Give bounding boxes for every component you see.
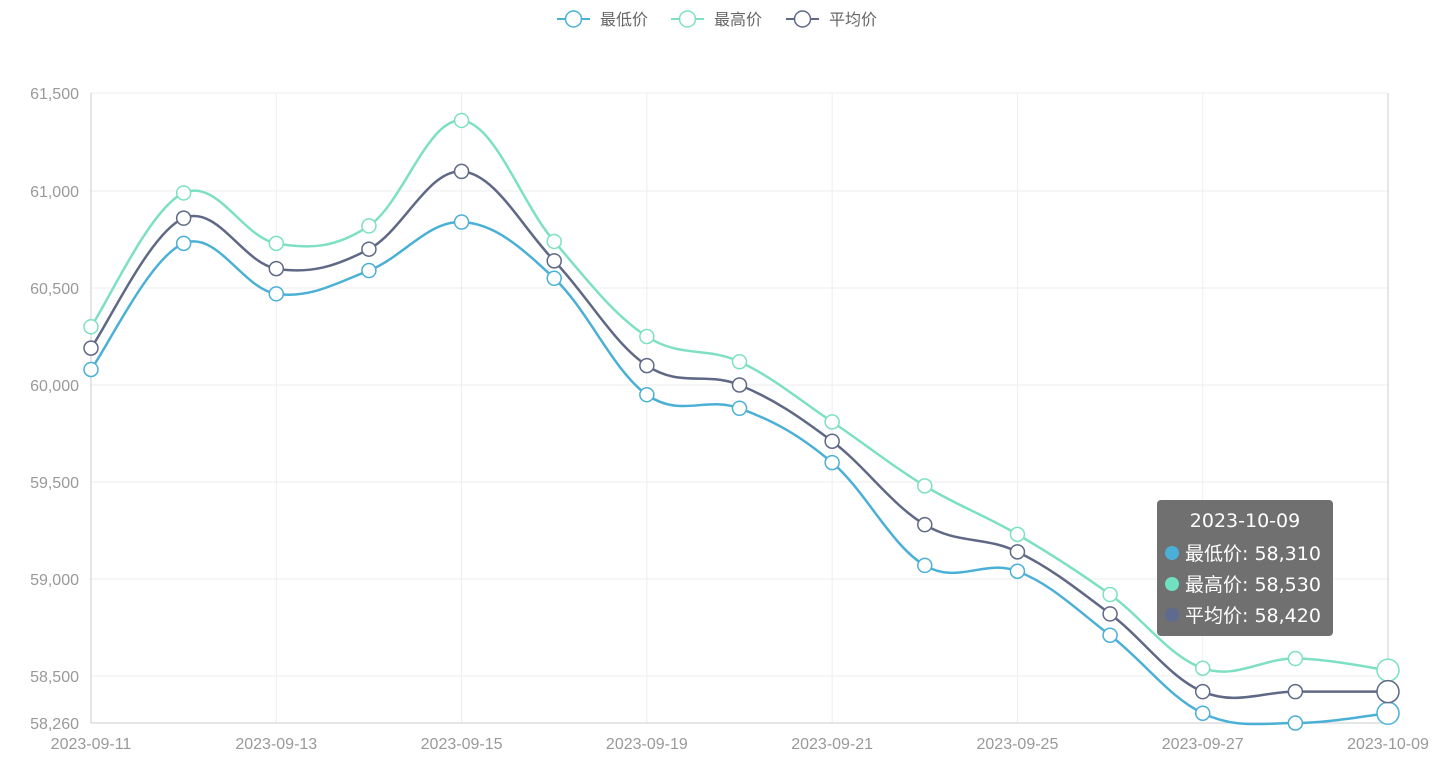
data-point[interactable]: [175, 235, 192, 252]
data-point[interactable]: [361, 262, 377, 279]
data-point[interactable]: [1102, 606, 1118, 622]
data-point[interactable]: [1287, 650, 1304, 667]
x-tick-label: 2023-09-15: [421, 736, 503, 753]
data-point[interactable]: [453, 112, 470, 129]
data-point[interactable]: [361, 241, 377, 257]
x-tick-label: 2023-10-09: [1347, 736, 1429, 753]
tooltip-title: 2023-10-09: [1189, 510, 1301, 532]
data-point[interactable]: [1287, 715, 1304, 731]
legend-marker: [564, 10, 583, 28]
data-point[interactable]: [1287, 683, 1304, 700]
y-tick-label: 60,000: [30, 378, 79, 395]
series-line: [89, 170, 1388, 700]
data-point[interactable]: [453, 214, 470, 230]
tooltip-row-min: 最低价: 58,310: [1165, 537, 1333, 568]
x-tick-label: 2023-09-19: [606, 736, 688, 753]
data-point[interactable]: [546, 233, 562, 250]
y-tick-label: 59,500: [30, 475, 79, 492]
data-point[interactable]: [175, 210, 192, 226]
legend-item[interactable]: 平均价: [786, 10, 877, 29]
data-point[interactable]: [824, 454, 840, 471]
data-point[interactable]: [1009, 544, 1026, 560]
y-tick-label: 58,260: [30, 716, 79, 733]
data-point[interactable]: [917, 516, 933, 533]
data-point[interactable]: [731, 377, 748, 393]
highlighted-data-point[interactable]: [1376, 701, 1400, 725]
y-tick-label: 59,000: [30, 572, 79, 589]
y-tick-label: 58,500: [30, 669, 79, 686]
legend-label: 最低价: [600, 10, 648, 29]
legend-marker: [793, 10, 812, 28]
tooltip-row-avg: 平均价: 58,420: [1165, 599, 1333, 630]
legend-label: 平均价: [829, 10, 877, 29]
data-point[interactable]: [639, 328, 655, 345]
tooltip-row-label: 最低价: 58,310: [1185, 543, 1321, 565]
x-tick-label: 2023-09-13: [235, 736, 317, 753]
data-point[interactable]: [268, 286, 285, 302]
data-point[interactable]: [1102, 627, 1118, 644]
data-point[interactable]: [361, 218, 377, 234]
x-tick-label: 2023-09-27: [1162, 736, 1244, 753]
data-point[interactable]: [1194, 705, 1211, 721]
tooltip-dot-avg: [1165, 607, 1179, 622]
series-avg: [83, 163, 1388, 700]
tooltip-row-label: 平均价: 58,420: [1185, 605, 1321, 627]
legend[interactable]: 最低价 最高价 平均价: [557, 10, 877, 29]
data-point[interactable]: [268, 235, 285, 252]
data-point[interactable]: [639, 357, 655, 374]
x-tick-label: 2023-09-21: [791, 736, 873, 753]
data-point[interactable]: [1009, 526, 1026, 543]
x-tick-label: 2023-09-25: [977, 736, 1059, 753]
legend-item[interactable]: 最高价: [671, 10, 762, 29]
data-point[interactable]: [268, 260, 285, 277]
data-point[interactable]: [546, 270, 562, 287]
legend-marker: [678, 10, 697, 28]
data-point[interactable]: [917, 557, 933, 574]
y-tick-label: 60,500: [30, 281, 79, 298]
series-min: [83, 214, 1389, 731]
tooltip-dot-max: [1165, 576, 1179, 591]
data-point[interactable]: [824, 433, 840, 450]
data-point[interactable]: [546, 253, 562, 269]
tooltip-row-max: 最高价: 58,530: [1165, 568, 1333, 599]
tooltip-dot-min: [1165, 545, 1179, 560]
data-point[interactable]: [731, 353, 748, 370]
data-point[interactable]: [824, 414, 840, 430]
legend-label: 最高价: [714, 10, 762, 29]
axes: 58,260 58,500 59,000 59,500 60,000 60,500 61,0…: [30, 86, 1429, 753]
data-point[interactable]: [1102, 586, 1118, 603]
data-point[interactable]: [83, 319, 99, 335]
data-point[interactable]: [83, 340, 99, 356]
series-line: [89, 220, 1389, 726]
data-point[interactable]: [917, 478, 933, 494]
data-point[interactable]: [1009, 563, 1026, 579]
hover-markers: [1376, 658, 1400, 725]
x-tick-label: 2023-09-11: [51, 736, 132, 753]
tooltip-row-label: 最高价: 58,530: [1185, 574, 1321, 596]
series-max: [83, 112, 1389, 676]
data-point[interactable]: [731, 400, 748, 417]
series-layer: [83, 112, 1389, 731]
data-point[interactable]: [453, 163, 470, 180]
y-tick-label: 61,000: [30, 184, 79, 201]
y-tick-label: 61,500: [30, 86, 79, 103]
tooltip: 2023-10-09 最低价: 58,310 最高价: 58,530 平均价: …: [1157, 500, 1333, 636]
legend-item[interactable]: 最低价: [557, 10, 648, 29]
data-point[interactable]: [83, 361, 99, 378]
data-point[interactable]: [1194, 683, 1211, 700]
highlighted-data-point[interactable]: [1376, 679, 1400, 704]
data-point[interactable]: [639, 386, 655, 403]
data-point[interactable]: [1194, 660, 1211, 676]
highlighted-data-point[interactable]: [1376, 658, 1400, 682]
data-point[interactable]: [175, 185, 192, 201]
